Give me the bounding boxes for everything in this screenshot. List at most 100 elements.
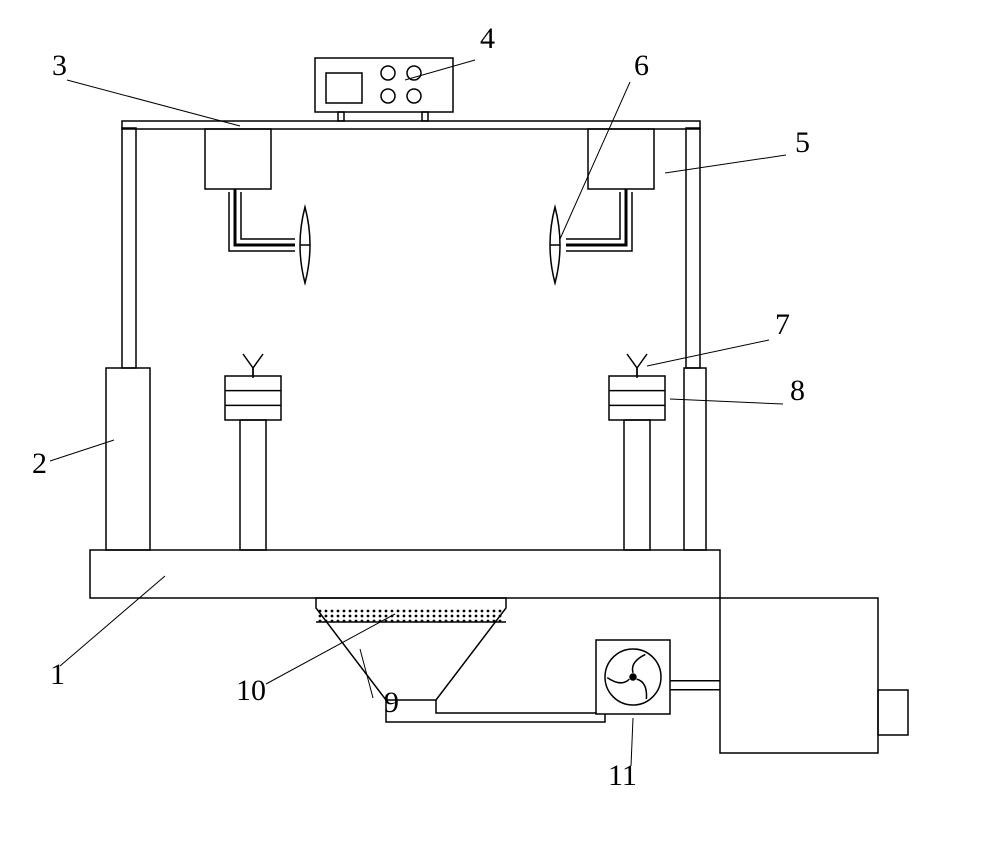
chuck-left [225,376,281,420]
label-2: 2 [32,447,47,480]
fixture-post-left [240,420,266,550]
mesh-dot [421,620,424,623]
fan-blade [607,678,629,683]
grinder-arm-right [566,189,626,245]
leader-9 [360,649,373,698]
label-5: 5 [795,126,810,159]
mesh-dot [331,610,334,613]
label-4: 4 [480,22,495,55]
mesh-dot [499,615,502,618]
mesh-dot [403,610,406,613]
post-left [122,128,136,368]
mesh-dot [325,620,328,623]
mesh-dot [475,615,478,618]
mesh-dot [391,610,394,613]
mesh-dot [325,610,328,613]
mesh-dot [427,615,430,618]
mesh-dot [415,620,418,623]
mesh-dot [433,620,436,623]
label-1: 1 [50,658,65,691]
leader-2 [50,440,114,461]
control-box-knob-2 [381,89,395,103]
label-3: 3 [52,49,67,82]
mesh-dot [325,615,328,618]
pillar-left [106,368,150,550]
leader-10 [266,614,395,684]
mesh-dot [337,615,340,618]
mesh-dot [445,615,448,618]
mesh-dot [499,610,502,613]
mesh-dot [403,620,406,623]
pillar-right [684,368,706,550]
mesh-dot [409,620,412,623]
mesh-dot [397,620,400,623]
leader-8 [670,399,783,404]
pipe-inner [436,700,596,714]
mesh-dot [349,615,352,618]
mesh-dot [391,620,394,623]
mesh-dot [481,615,484,618]
post-right [686,128,700,368]
mesh-dot [379,610,382,613]
grinder-arm-left [235,189,295,245]
grinder-body-left [205,129,271,189]
control-box-screen [326,73,362,103]
mesh-dot [373,610,376,613]
mesh-dot [433,615,436,618]
grinder-body-right [588,129,654,189]
mesh-dot [457,615,460,618]
fan-blade [632,654,645,672]
nozzle-shape [627,354,647,368]
hopper [316,598,506,700]
mesh-dot [493,620,496,623]
nozzle-shape [243,354,263,368]
base-platform [90,550,720,598]
fixture-post-right [624,420,650,550]
label-10: 10 [236,674,266,707]
mesh-dot [397,610,400,613]
mesh-dot [493,615,496,618]
mesh-dot [379,615,382,618]
mesh-dot [367,620,370,623]
mesh-dot [355,615,358,618]
mesh-dot [343,620,346,623]
mesh-dot [367,615,370,618]
control-box-foot-1 [422,112,428,121]
mesh-dot [457,620,460,623]
mesh-dot [451,610,454,613]
control-box-knob-0 [381,66,395,80]
mesh-dot [463,610,466,613]
mesh-dot [355,610,358,613]
mesh-dot [385,610,388,613]
mesh-dot [445,610,448,613]
mesh-dot [493,610,496,613]
mesh-dot [487,610,490,613]
mesh-dot [469,615,472,618]
leader-3 [67,80,240,126]
mesh-dot [427,610,430,613]
control-box [315,58,453,112]
mesh-dot [331,615,334,618]
mesh-dot [385,620,388,623]
mesh-dot [373,615,376,618]
mesh-dot [475,620,478,623]
mesh-dot [319,610,322,613]
pipe-outer [386,700,605,722]
mesh-dot [361,610,364,613]
leader-5 [665,155,786,173]
label-6: 6 [634,49,649,82]
fan-blade [637,679,647,699]
mesh-dot [475,610,478,613]
mesh-dot [349,610,352,613]
mesh-dot [319,620,322,623]
mesh-dot [481,610,484,613]
top-beam [122,121,700,129]
leader-4 [405,60,475,80]
mesh-dot [451,620,454,623]
mesh-dot [469,620,472,623]
mesh-dot [397,615,400,618]
fan-hub [630,674,636,680]
label-9: 9 [384,686,399,719]
mesh-dot [403,615,406,618]
mesh-dot [457,610,460,613]
